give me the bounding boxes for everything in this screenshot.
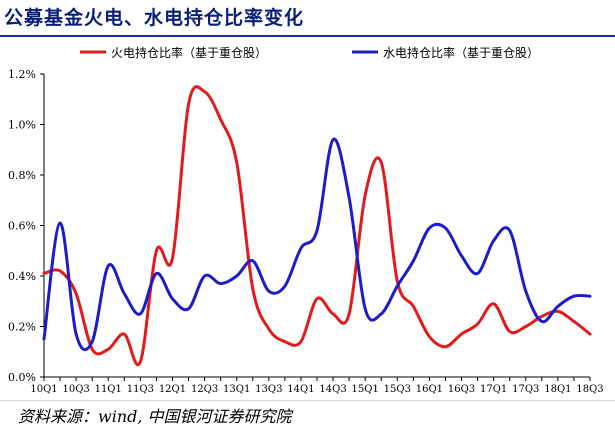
x-tick-label: 16Q3 bbox=[448, 384, 475, 395]
hydro-power-line bbox=[42, 137, 592, 352]
x-tick-label: 10Q3 bbox=[62, 384, 89, 395]
legend-item-thermal: 火电持仓比率（基于重仓股） bbox=[80, 45, 267, 60]
x-tick-label: 14Q3 bbox=[319, 384, 346, 395]
x-tick-label: 12Q3 bbox=[191, 384, 218, 395]
y-tick-label: 0.8% bbox=[8, 169, 36, 182]
y-tick-label: 0.4% bbox=[8, 270, 36, 283]
legend-label: 水电持仓比率（基于重仓股） bbox=[383, 45, 539, 60]
y-tick-label: 1.0% bbox=[8, 119, 36, 132]
x-tick-label: 15Q1 bbox=[352, 384, 379, 395]
chart-legend: 火电持仓比率（基于重仓股） 水电持仓比率（基于重仓股） bbox=[80, 45, 539, 60]
page-title: 公募基金火电、水电持仓比率变化 bbox=[4, 7, 305, 29]
title-divider bbox=[0, 35, 615, 37]
x-tick-label: 16Q1 bbox=[416, 384, 443, 395]
thermal-power-line bbox=[42, 85, 592, 367]
legend-label: 火电持仓比率（基于重仓股） bbox=[111, 45, 267, 60]
x-tick-label: 14Q1 bbox=[287, 384, 314, 395]
x-tick-label: 15Q3 bbox=[384, 384, 411, 395]
x-tick-label: 10Q1 bbox=[30, 384, 57, 395]
x-tick-label: 11Q3 bbox=[127, 384, 154, 395]
x-tick-label: 11Q1 bbox=[95, 384, 122, 395]
legend-item-hydro: 水电持仓比率（基于重仓股） bbox=[352, 45, 539, 60]
chart-axes: 0.0% 0.2% 0.4% 0.6% 0.8% 1.0% 1.2% 10Q1 10Q3 11Q1… bbox=[8, 68, 604, 395]
y-tick-label: 1.2% bbox=[8, 68, 36, 81]
x-tick-label: 13Q3 bbox=[255, 384, 282, 395]
x-tick-label: 17Q3 bbox=[512, 384, 539, 395]
chart-series bbox=[42, 85, 592, 367]
x-tick-label: 13Q1 bbox=[223, 384, 250, 395]
y-tick-label: 0.0% bbox=[8, 371, 36, 384]
x-tick-label: 18Q1 bbox=[544, 384, 571, 395]
source-note: 资料来源：wind, 中国银河证券研究院 bbox=[18, 407, 292, 426]
y-tick-label: 0.6% bbox=[8, 220, 36, 233]
y-tick-label: 0.2% bbox=[8, 321, 36, 334]
x-tick-label: 12Q1 bbox=[159, 384, 186, 395]
x-tick-label: 18Q3 bbox=[576, 384, 603, 395]
footer-divider bbox=[0, 400, 615, 401]
line-chart: 0.0% 0.2% 0.4% 0.6% 0.8% 1.0% 1.2% 10Q1 10Q3 11Q1… bbox=[8, 45, 604, 395]
x-tick-label: 17Q1 bbox=[480, 384, 507, 395]
